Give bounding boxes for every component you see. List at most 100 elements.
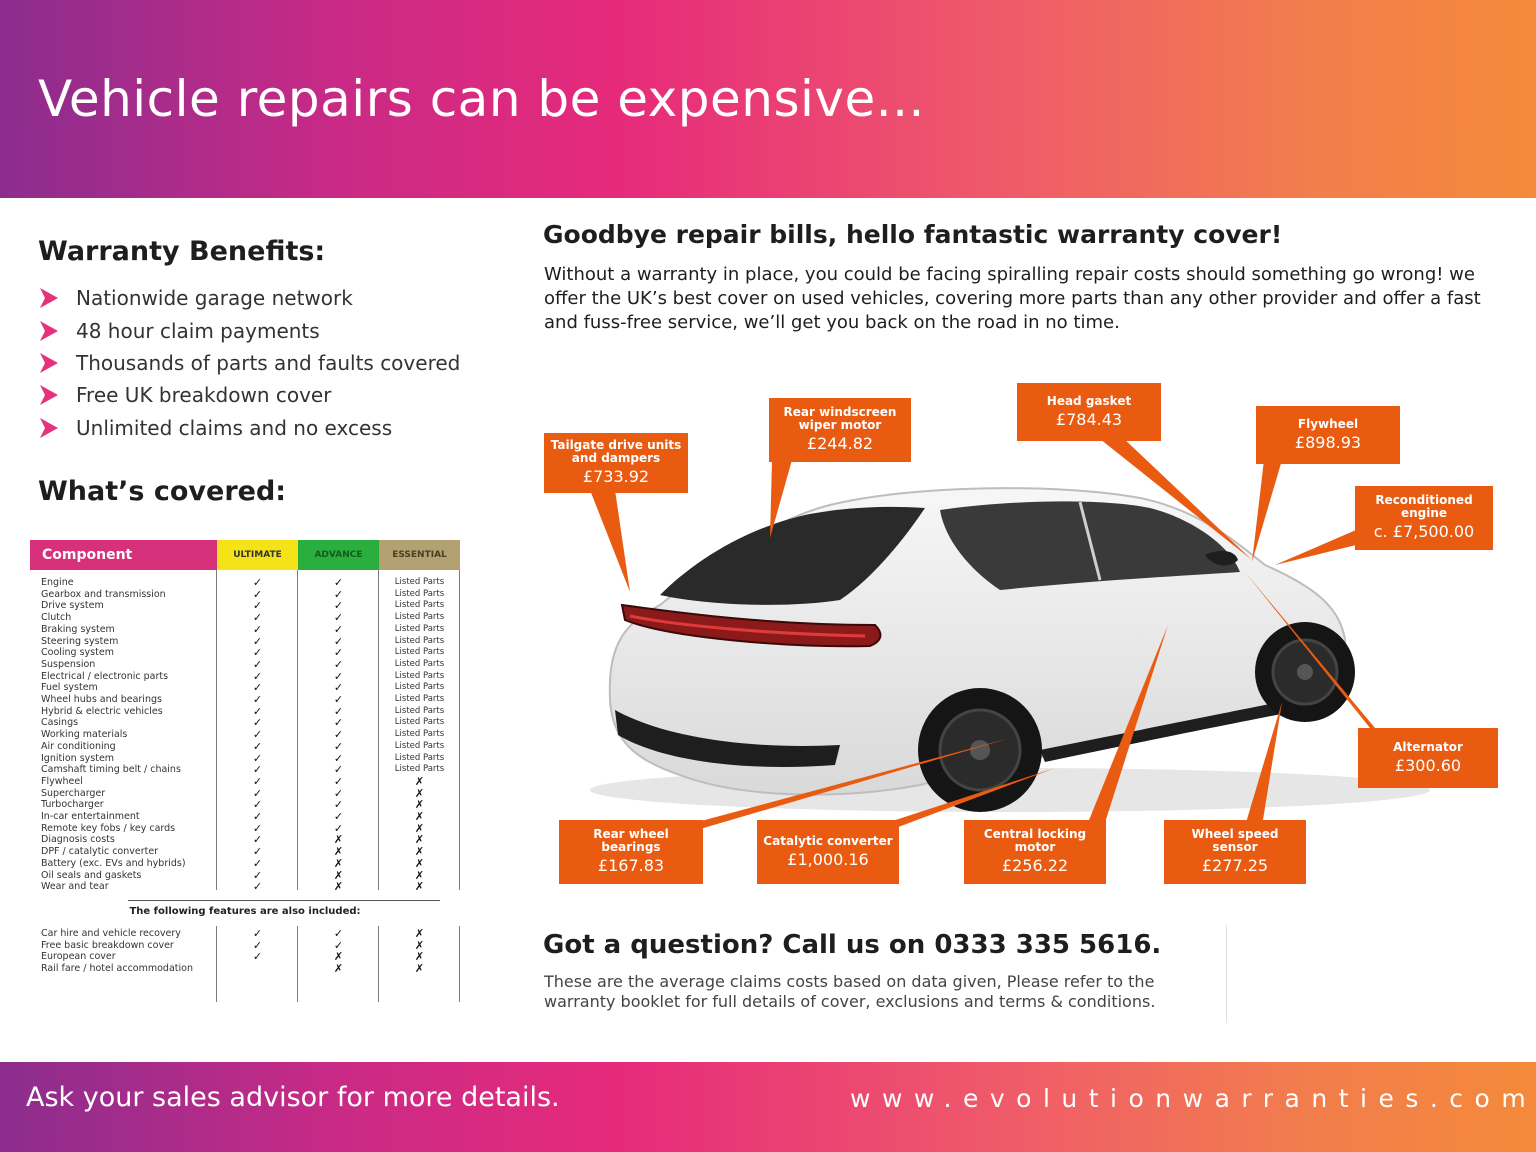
benefits-heading: Warranty Benefits: (38, 236, 326, 267)
coverage-cell-essential: Listed Parts (394, 612, 445, 623)
coverage-cell-essential: ✗ (414, 774, 425, 788)
contact-heading: Got a question? Call us on 0333 335 5616… (543, 930, 1162, 960)
coverage-cell-essential: ✗ (414, 868, 425, 882)
coverage-cell-essential: ✗ (414, 927, 425, 940)
component-name: Steering system (41, 635, 119, 647)
callout-tailgate: Tailgate drive units and dampers £733.92 (544, 433, 688, 493)
callout-wiper-motor: Rear windscreen wiper motor £244.82 (769, 398, 911, 462)
component-name: Oil seals and gaskets (41, 869, 142, 881)
covered-heading: What’s covered: (38, 476, 287, 507)
coverage-cell-advance: ✓ (333, 611, 344, 625)
callout-price: £167.83 (597, 856, 665, 875)
pointer-wheel-speed (1245, 702, 1282, 826)
callout-catalytic-converter: Catalytic converter £1,000.16 (757, 820, 899, 884)
coverage-cell-advance: ✓ (333, 728, 344, 742)
callout-price: £784.43 (1055, 409, 1123, 429)
coverage-cell-ultimate: ✓ (252, 681, 263, 695)
component-name: Wear and tear (41, 881, 109, 893)
coverage-cell-essential: ✗ (414, 845, 425, 859)
coverage-cell-essential: Listed Parts (394, 717, 445, 728)
callout-reconditioned-engine: Reconditioned engine c. £7,500.00 (1355, 486, 1493, 550)
coverage-cell-essential: Listed Parts (394, 729, 445, 740)
extra-feature-name: Free basic breakdown cover (41, 939, 174, 951)
benefit-text: Free UK breakdown cover (76, 383, 332, 408)
coverage-cell-essential: Listed Parts (394, 647, 445, 658)
component-name: Gearbox and transmission (41, 588, 166, 600)
coverage-cell-ultimate: ✓ (252, 786, 263, 800)
coverage-cell-essential: ✗ (414, 856, 425, 870)
component-name: Engine (41, 577, 74, 588)
column-divider (216, 570, 217, 890)
pointer-wheel-bearings (675, 738, 1010, 832)
callout-name: Wheel speed sensor (1191, 827, 1279, 854)
coverage-cell-essential: Listed Parts (394, 764, 445, 775)
coverage-cell-advance: ✓ (333, 716, 344, 730)
coverage-cell-essential: Listed Parts (394, 682, 445, 693)
coverage-cell-essential: Listed Parts (394, 705, 445, 716)
coverage-cell-advance: ✓ (333, 669, 344, 683)
taillight-strip (629, 614, 866, 638)
coverage-cell-advance: ✓ (333, 576, 344, 589)
coverage-cell-ultimate: ✓ (252, 622, 263, 636)
page-title: Vehicle repairs can be expensive... (38, 70, 925, 128)
column-header-advance: ADVANCE (298, 540, 379, 570)
coverage-cell-essential: Listed Parts (394, 752, 445, 763)
component-name: DPF / catalytic converter (41, 846, 159, 858)
coverage-cell-ultimate: ✓ (252, 576, 263, 589)
rear-window (660, 506, 925, 605)
coverage-cell-advance: ✓ (333, 587, 344, 601)
coverage-cell-advance: ✓ (333, 704, 344, 718)
pointer-tailgate (590, 490, 630, 592)
coverage-cell-ultimate: ✓ (252, 716, 263, 730)
coverage-cell-advance: ✓ (333, 774, 344, 788)
coverage-cell-essential: Listed Parts (394, 670, 445, 681)
coverage-cell-advance: ✗ (333, 880, 344, 894)
component-name: Camshaft timing belt / chains (41, 764, 181, 776)
car-diagram: Tailgate drive units and dampers £733.92… (540, 380, 1530, 900)
car-illustration (590, 435, 1430, 832)
coverage-cell-advance: ✓ (333, 786, 344, 800)
chevron-right-icon (40, 320, 58, 341)
component-name: Drive system (41, 600, 104, 612)
coverage-cell-advance: ✗ (333, 950, 344, 964)
coverage-cell-essential: ✗ (414, 833, 425, 847)
column-divider (297, 570, 298, 890)
coverage-cell-ultimate: ✓ (252, 821, 263, 835)
coverage-cell-advance: ✓ (333, 798, 344, 812)
callout-name: Catalytic converter (763, 833, 893, 848)
callout-name: Central locking motor (983, 827, 1087, 854)
coverage-cell-advance: ✓ (333, 693, 344, 706)
callout-head-gasket: Head gasket £784.43 (1017, 383, 1161, 441)
component-name: Cooling system (41, 647, 114, 659)
component-name: Hybrid & electric vehicles (41, 705, 163, 717)
website-link[interactable]: www.evolutionwarranties.com (850, 1084, 1536, 1113)
callout-name: Rear windscreen wiper motor (783, 405, 897, 432)
component-name: Remote key fobs / key cards (41, 822, 176, 834)
component-name: Flywheel (41, 775, 83, 787)
coverage-cell-essential: Listed Parts (394, 635, 445, 646)
coverage-cell-essential: ✗ (414, 962, 425, 976)
intro-paragraph: Without a warranty in place, you could b… (544, 264, 1481, 333)
pointer-head-gasket (1095, 435, 1252, 560)
benefit-text: Unlimited claims and no excess (76, 415, 393, 440)
rear-hub (970, 740, 990, 760)
component-name: Clutch (41, 612, 72, 624)
coverage-cell-advance: ✓ (333, 938, 344, 952)
coverage-cell-essential: Listed Parts (394, 740, 445, 751)
coverage-cell-advance: ✗ (333, 962, 344, 976)
callout-rear-wheel-bearings: Rear wheel bearings £167.83 (559, 820, 703, 884)
header-banner (0, 0, 1536, 198)
coverage-cell-advance: ✓ (333, 810, 344, 823)
coverage-cell-ultimate: ✓ (252, 669, 263, 683)
coverage-cell-essential: ✗ (414, 786, 425, 800)
benefit-item: Thousands of parts and faults covered (38, 347, 460, 379)
coverage-cell-essential: Listed Parts (394, 588, 445, 599)
benefit-text: Nationwide garage network (76, 286, 353, 311)
front-hub (1297, 664, 1313, 680)
column-header-component: Component (30, 540, 217, 570)
coverage-cell-advance: ✓ (333, 821, 344, 835)
callout-price: £256.22 (1001, 856, 1069, 875)
callout-price: £898.93 (1294, 432, 1362, 452)
callout-price: £1,000.16 (787, 849, 869, 869)
coverage-cell-advance: ✓ (333, 751, 344, 765)
